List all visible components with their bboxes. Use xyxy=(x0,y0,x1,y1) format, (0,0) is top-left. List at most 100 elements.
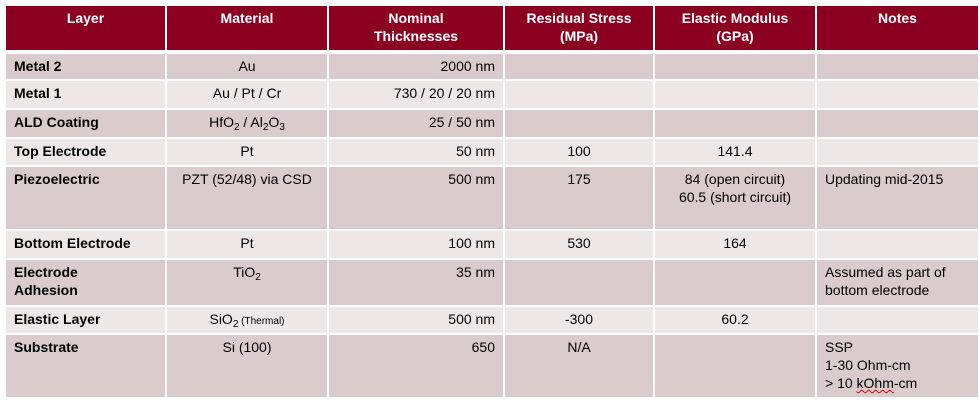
material-cell: Si (100) xyxy=(165,333,329,399)
header-stress: Residual Stress (MPa) xyxy=(503,4,655,54)
material-text: / Al xyxy=(239,114,263,130)
material-text: Au xyxy=(238,58,256,74)
layer-name: Piezoelectric xyxy=(14,171,100,187)
layer-name: Metal 1 xyxy=(14,85,62,101)
thickness-cell: 730 / 20 / 20 nm xyxy=(327,79,505,110)
table-row: Elastic Layer SiO2 (Thermal) 500 nm -300 60.… xyxy=(4,305,980,335)
modulus-line: 164 xyxy=(723,235,747,251)
modulus-cell: 84 (open circuit) 60.5 (short circuit) xyxy=(653,165,817,231)
stress-cell: 175 xyxy=(503,165,655,231)
modulus-line: 141.4 xyxy=(717,143,753,159)
material-text: 2 xyxy=(255,272,261,283)
material-text: 2 xyxy=(262,122,269,133)
thickness-cell: 50 nm xyxy=(327,137,505,167)
thickness-cell: 500 nm xyxy=(327,165,505,231)
material-cell: Pt xyxy=(165,137,329,167)
material-cell: Pt xyxy=(165,229,329,260)
layer-cell: Piezoelectric xyxy=(4,165,167,231)
notes-cell xyxy=(815,51,980,81)
thickness-cell: 25 / 50 nm xyxy=(327,108,505,139)
notes-line: Updating mid-2015 xyxy=(825,171,944,187)
material-text: O xyxy=(268,114,280,130)
table-row: Piezoelectric PZT (52/48) via CSD 500 nm 17… xyxy=(4,165,980,231)
stress-cell xyxy=(503,51,655,81)
layer-name: Substrate xyxy=(14,339,79,355)
table-row: Electrode Adhesion TiO2 35 nm Assumed as pa… xyxy=(4,258,980,307)
notes-cell xyxy=(815,137,980,167)
notes-cell: Assumed as part of bottom electrode xyxy=(815,258,980,307)
material-text: Pt xyxy=(240,143,254,159)
stress-cell: N/A xyxy=(503,333,655,399)
thickness-cell: 2000 nm xyxy=(327,51,505,81)
material-cell: TiO2 xyxy=(165,258,329,307)
material-stack-table: Layer Material Nominal Thicknesses Resid… xyxy=(4,4,980,399)
material-text: TiO xyxy=(233,264,256,280)
stress-cell xyxy=(503,258,655,307)
layer-cell: Bottom Electrode xyxy=(4,229,167,260)
header-material: Material xyxy=(165,4,329,54)
notes-cell: SSP 1-30 Ohm-cm > 10 kOhm-cm xyxy=(815,333,980,399)
table-row: Bottom Electrode Pt 100 nm 530 164 xyxy=(4,229,980,260)
layer-cell: Electrode Adhesion xyxy=(4,258,167,307)
table-row: ALD Coating HfO2 / Al2O3 25 / 50 nm xyxy=(4,108,980,139)
material-cell: Au xyxy=(165,51,329,81)
stress-cell xyxy=(503,79,655,110)
layer-cell: ALD Coating xyxy=(4,108,167,139)
material-cell: Au / Pt / Cr xyxy=(165,79,329,110)
material-text: Si (100) xyxy=(222,339,272,355)
layer-name: Bottom Electrode xyxy=(14,235,131,251)
header-layer: Layer xyxy=(4,4,167,54)
notes-line: 1-30 Ohm-cm xyxy=(825,357,911,373)
notes-line: SSP xyxy=(825,339,854,355)
material-text: 3 xyxy=(279,122,285,133)
material-text: HfO xyxy=(209,114,234,130)
modulus-line: 84 (open circuit) xyxy=(684,171,786,187)
material-text: 2 xyxy=(232,319,239,330)
header-row: Layer Material Nominal Thicknesses Resid… xyxy=(4,4,980,54)
modulus-cell: 60.2 xyxy=(653,305,817,335)
layer-name: Metal 2 xyxy=(14,58,62,74)
layer-cell: Metal 2 xyxy=(4,51,167,81)
layer-cell: Top Electrode xyxy=(4,137,167,167)
layer-cell: Substrate xyxy=(4,333,167,399)
modulus-line: 60.2 xyxy=(721,311,749,327)
layer-name: Electrode Adhesion xyxy=(14,264,78,298)
header-thickness: Nominal Thicknesses xyxy=(327,4,505,54)
modulus-cell xyxy=(653,258,817,307)
layer-name: ALD Coating xyxy=(14,114,99,130)
table-row: Substrate Si (100) 650 N/A SSP 1-30 Ohm-cm > 1… xyxy=(4,333,980,399)
modulus-cell: 141.4 xyxy=(653,137,817,167)
header-modulus: Elastic Modulus (GPa) xyxy=(653,4,817,54)
notes-line: > 10 kOhm-cm xyxy=(825,375,918,391)
notes-cell xyxy=(815,229,980,260)
stress-cell: -300 xyxy=(503,305,655,335)
modulus-cell xyxy=(653,79,817,110)
material-text: Au / Pt / Cr xyxy=(212,85,282,101)
stress-cell xyxy=(503,108,655,139)
modulus-cell: 164 xyxy=(653,229,817,260)
layer-name: Top Electrode xyxy=(14,143,107,159)
material-cell: PZT (52/48) via CSD xyxy=(165,165,329,231)
notes-line: Assumed as part of xyxy=(825,264,946,280)
modulus-cell xyxy=(653,51,817,81)
material-cell: HfO2 / Al2O3 xyxy=(165,108,329,139)
stress-cell: 100 xyxy=(503,137,655,167)
notes-line: bottom electrode xyxy=(825,282,930,298)
thickness-cell: 500 nm xyxy=(327,305,505,335)
thickness-cell: 650 xyxy=(327,333,505,399)
material-text: (Thermal) xyxy=(238,316,285,327)
material-text: PZT (52/48) via CSD xyxy=(182,171,312,187)
table-row: Top Electrode Pt 50 nm 100 141.4 xyxy=(4,137,980,167)
modulus-line: 60.5 (short circuit) xyxy=(678,189,792,205)
notes-cell xyxy=(815,79,980,110)
layer-cell: Elastic Layer xyxy=(4,305,167,335)
material-text: Pt xyxy=(240,235,254,251)
modulus-cell xyxy=(653,333,817,399)
thickness-cell: 100 nm xyxy=(327,229,505,260)
modulus-cell xyxy=(653,108,817,139)
layer-name: Elastic Layer xyxy=(14,311,101,327)
stress-cell: 530 xyxy=(503,229,655,260)
material-text: SiO xyxy=(209,311,233,327)
header-notes: Notes xyxy=(815,4,980,54)
notes-cell: Updating mid-2015 xyxy=(815,165,980,231)
